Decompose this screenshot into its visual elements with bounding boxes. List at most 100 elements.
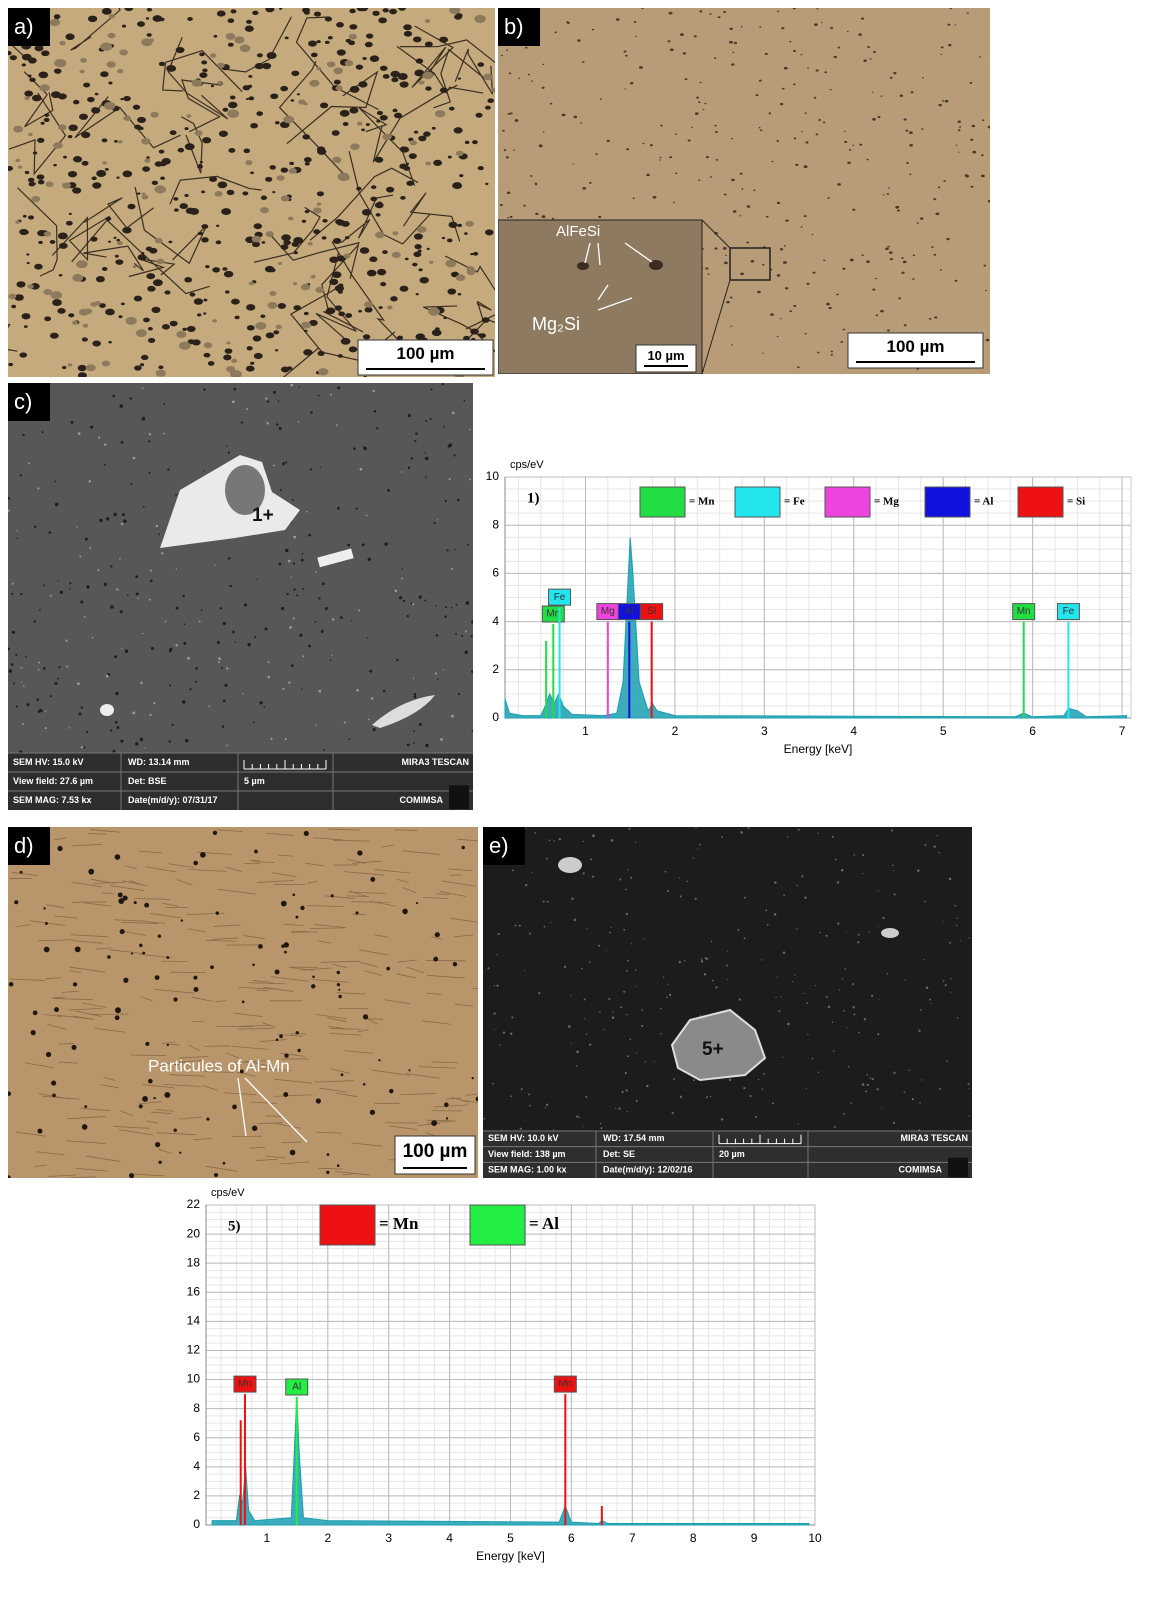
texture: [23, 215, 27, 218]
texture: [115, 259, 123, 265]
texture: [832, 1021, 834, 1023]
texture: [925, 844, 927, 846]
texture: [133, 265, 137, 268]
texture: [214, 565, 215, 566]
texture: [156, 525, 158, 527]
texture: [828, 1006, 830, 1008]
texture: [529, 1105, 531, 1107]
texture: [176, 47, 185, 53]
texture: [485, 229, 494, 235]
texture: [39, 609, 41, 611]
texture: [121, 648, 122, 649]
texture: [92, 637, 94, 639]
texture: [817, 833, 818, 834]
texture: [182, 700, 185, 703]
texture: [419, 268, 423, 271]
texture: [169, 740, 171, 742]
texture: [428, 308, 440, 316]
texture: [279, 427, 282, 430]
texture: [464, 400, 466, 402]
texture: [400, 81, 409, 87]
texture: [803, 993, 804, 994]
texture: [72, 321, 78, 325]
texture: [716, 159, 719, 161]
texture: [795, 164, 798, 166]
panel-label: 1): [527, 490, 540, 506]
texture: [44, 231, 51, 236]
texture: [363, 334, 370, 339]
texture: [140, 738, 143, 741]
texture: [350, 143, 359, 150]
texture: [387, 489, 390, 492]
texture: [650, 144, 653, 146]
texture: [830, 89, 832, 90]
texture: [389, 9, 397, 15]
texture: [303, 349, 312, 355]
texture: [900, 95, 903, 97]
texture: [65, 34, 74, 40]
texture: [65, 639, 67, 641]
texture: [281, 195, 290, 201]
texture: [380, 66, 388, 71]
texture: [315, 725, 316, 726]
texture: [81, 132, 90, 138]
texture: [546, 858, 548, 860]
texture: [775, 997, 776, 998]
texture: [135, 575, 138, 578]
texture: [240, 45, 251, 53]
texture: [881, 1108, 882, 1109]
y-tick-label: 2: [492, 662, 499, 676]
texture: [283, 116, 294, 124]
texture: [765, 53, 768, 55]
texture: [383, 8, 389, 12]
texture: [496, 985, 498, 987]
y-axis-label: cps/eV: [510, 459, 544, 471]
texture: [472, 140, 478, 144]
texture: [668, 984, 669, 985]
texture: [408, 467, 410, 469]
texture: [141, 355, 148, 360]
texture: [431, 1120, 437, 1126]
texture: [413, 252, 421, 258]
texture: [449, 107, 455, 111]
texture: [878, 926, 879, 927]
texture: [416, 902, 418, 904]
texture: [115, 721, 118, 724]
texture: [523, 205, 526, 207]
texture: [425, 420, 427, 422]
texture: [869, 58, 871, 60]
texture: [68, 135, 73, 138]
texture: [387, 306, 393, 310]
texture: [73, 982, 77, 986]
texture: [862, 254, 864, 256]
texture: [246, 366, 255, 372]
texture: [386, 187, 394, 193]
scale-bar-label: 100 µm: [397, 344, 455, 363]
texture: [625, 88, 627, 89]
texture: [226, 366, 235, 372]
texture: [96, 170, 106, 177]
texture: [988, 200, 991, 202]
texture: [729, 1079, 731, 1081]
texture: [454, 14, 462, 19]
texture: [621, 1091, 623, 1093]
texture: [559, 838, 561, 840]
texture: [127, 594, 129, 596]
texture: [943, 180, 945, 182]
texture: [908, 1070, 910, 1072]
texture: [531, 80, 533, 81]
texture: [345, 236, 349, 239]
texture: [922, 77, 924, 78]
texture: [136, 329, 147, 337]
texture: [823, 121, 825, 123]
texture: [161, 552, 163, 554]
y-tick-label: 22: [187, 1197, 201, 1211]
texture: [410, 140, 417, 145]
texture: [116, 726, 119, 729]
texture: [680, 33, 684, 36]
texture: [892, 865, 894, 867]
texture: [535, 213, 538, 215]
texture: [300, 906, 304, 910]
y-tick-label: 10: [187, 1372, 201, 1386]
texture: [415, 333, 425, 340]
